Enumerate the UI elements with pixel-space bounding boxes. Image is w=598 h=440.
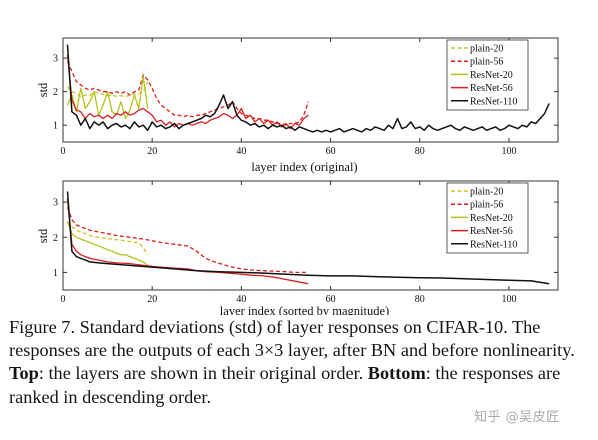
y-axis-label: std xyxy=(36,82,50,97)
legend: plain-20 plain-56 ResNet-20 ResNet-56 ResNet… xyxy=(446,39,529,111)
series-line-resnet-20 xyxy=(66,75,149,120)
x-tick-label: 80 xyxy=(415,294,425,305)
legend-label: plain-56 xyxy=(470,200,503,211)
legend-label: ResNet-20 xyxy=(470,70,513,81)
y-axis-label: std xyxy=(36,228,50,243)
series-line-plain-56 xyxy=(66,61,309,126)
caption-figure-text: Figure 7. Standard deviations (std) of l… xyxy=(9,317,575,361)
x-tick-label: 100 xyxy=(501,146,516,157)
y-tick-label: 1 xyxy=(53,121,58,132)
legend-label: ResNet-20 xyxy=(470,213,513,224)
series-line-resnet-20 xyxy=(66,221,149,266)
legend-label: plain-56 xyxy=(470,57,503,68)
caption-top-text: : the layers are shown in their original… xyxy=(38,363,368,384)
x-axis-label: layer index (sorted by magnitude) xyxy=(220,304,389,315)
y-tick-label: 3 xyxy=(53,198,58,209)
x-tick-label: 80 xyxy=(415,146,425,157)
series-line-resnet-110 xyxy=(66,44,550,133)
legend-label: plain-20 xyxy=(470,44,503,55)
x-tick-label: 0 xyxy=(61,294,66,305)
caption-bottom-text: : the responses are ranked in descending… xyxy=(9,363,561,407)
legend-label: ResNet-56 xyxy=(470,83,513,94)
x-tick-label: 40 xyxy=(236,294,246,305)
x-tick-label: 0 xyxy=(61,146,66,157)
x-tick-label: 20 xyxy=(147,294,157,305)
series-line-plain-20 xyxy=(67,81,149,98)
y-tick-label: 1 xyxy=(53,268,58,279)
legend-label: ResNet-56 xyxy=(470,226,513,237)
series-line-plain-20 xyxy=(66,220,149,256)
plot-frame xyxy=(62,180,559,291)
x-tick-label: 40 xyxy=(236,146,246,157)
legend: plain-20 plain-56 ResNet-20 ResNet-56 ResNet… xyxy=(446,182,529,254)
x-axis-label: layer index (original) xyxy=(251,160,357,174)
plot-frame xyxy=(62,37,559,143)
watermark: 知乎 @吴皮匠 xyxy=(474,410,560,425)
figure-caption: Figure 7. Standard deviations (std) of l… xyxy=(9,316,591,409)
x-tick-label: 60 xyxy=(326,146,336,157)
legend-label: plain-20 xyxy=(470,187,503,198)
caption-bottom-word: Bottom xyxy=(367,363,426,384)
y-tick-label: 2 xyxy=(53,233,58,244)
x-tick-label: 20 xyxy=(147,146,157,157)
series-line-plain-56 xyxy=(66,207,309,274)
chart-panel-bottom: 0 20 40 60 80 100 1 2 3 layer index (sorted by ma… xyxy=(36,180,559,318)
caption-top-word: Top xyxy=(9,363,39,384)
x-tick-label: 100 xyxy=(501,294,516,305)
x-tick-label: 60 xyxy=(326,294,336,305)
legend-label: ResNet-110 xyxy=(470,239,517,250)
series-line-resnet-110 xyxy=(66,191,550,285)
chart-panel-top: 0 20 40 60 80 100 1 2 3 layer index (original) std… xyxy=(36,37,559,174)
y-tick-label: 2 xyxy=(53,87,58,98)
legend-label: ResNet-110 xyxy=(470,96,517,107)
y-tick-label: 3 xyxy=(53,54,58,65)
